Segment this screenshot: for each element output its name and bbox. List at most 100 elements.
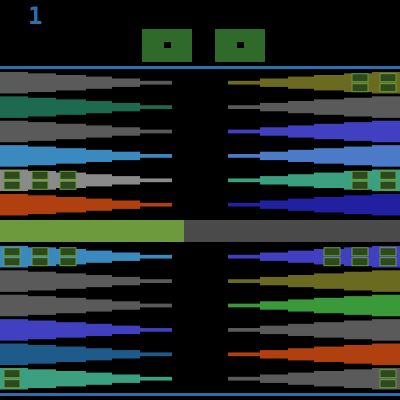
checker[interactable] — [31, 180, 49, 190]
point-segment — [56, 123, 86, 140]
point-segment — [28, 271, 56, 291]
point-segment — [288, 198, 314, 211]
checker[interactable] — [379, 83, 397, 93]
points-area[interactable] — [0, 71, 400, 392]
point-segment — [56, 196, 86, 213]
checker[interactable] — [351, 83, 369, 93]
point-segment — [344, 122, 372, 141]
checker[interactable] — [59, 180, 77, 190]
point-segment — [86, 299, 112, 312]
point-triangle[interactable] — [0, 145, 172, 167]
point-triangle[interactable] — [0, 343, 172, 366]
checker[interactable] — [59, 247, 77, 257]
checker[interactable] — [59, 257, 77, 267]
checker[interactable] — [379, 180, 397, 190]
checker[interactable] — [3, 257, 21, 267]
checker[interactable] — [379, 379, 397, 389]
point-segment — [228, 129, 260, 134]
point-segment — [112, 252, 140, 261]
checker[interactable] — [31, 247, 49, 257]
point-triangle[interactable] — [0, 319, 172, 341]
point-segment — [260, 276, 288, 286]
point-segment — [228, 178, 260, 183]
point-triangle[interactable] — [228, 193, 400, 216]
point-segment — [0, 120, 28, 143]
point-segment — [344, 271, 372, 291]
point-triangle[interactable] — [228, 319, 400, 341]
point-segment — [228, 352, 260, 357]
checker[interactable] — [3, 170, 21, 180]
point-segment — [260, 350, 288, 359]
point-triangle[interactable] — [0, 71, 172, 94]
point-segment — [288, 76, 314, 89]
checker[interactable] — [379, 369, 397, 379]
point-segment — [228, 376, 260, 381]
point-segment — [86, 372, 112, 385]
point-triangle[interactable] — [228, 294, 400, 317]
point-segment — [314, 148, 344, 164]
point-segment — [28, 296, 56, 315]
point-segment — [0, 96, 28, 118]
point-segment — [288, 323, 314, 336]
point-segment — [140, 129, 172, 134]
point-triangle[interactable] — [228, 120, 400, 143]
point-triangle[interactable] — [228, 270, 400, 292]
checker[interactable] — [3, 379, 21, 389]
dice-group[interactable] — [142, 29, 265, 62]
hud: 1 — [28, 2, 265, 62]
point-segment — [344, 146, 372, 166]
checker[interactable] — [3, 247, 21, 257]
point-segment — [228, 254, 260, 259]
point-segment — [344, 320, 372, 340]
point-segment — [112, 127, 140, 136]
checker[interactable] — [323, 257, 341, 267]
checker[interactable] — [351, 180, 369, 190]
point-segment — [140, 303, 172, 308]
point-triangle[interactable] — [228, 96, 400, 118]
point-segment — [112, 200, 140, 209]
point-triangle[interactable] — [0, 270, 172, 292]
point-triangle[interactable] — [0, 294, 172, 317]
center-bar-upper — [172, 71, 228, 218]
checker[interactable] — [31, 257, 49, 267]
point-segment — [288, 275, 314, 288]
checker[interactable] — [379, 73, 397, 83]
point-triangle[interactable] — [0, 96, 172, 118]
point-segment — [28, 73, 56, 93]
checker[interactable] — [379, 170, 397, 180]
point-segment — [372, 193, 400, 216]
point-segment — [112, 301, 140, 310]
checker[interactable] — [323, 247, 341, 257]
checker[interactable] — [351, 247, 369, 257]
center-bar-lower — [172, 245, 228, 392]
checker[interactable] — [3, 180, 21, 190]
point-segment — [314, 99, 344, 115]
point-segment — [140, 178, 172, 183]
point-segment — [288, 250, 314, 263]
checker[interactable] — [31, 170, 49, 180]
point-triangle[interactable] — [228, 343, 400, 366]
point-segment — [86, 198, 112, 211]
die-2[interactable] — [215, 29, 265, 62]
point-segment — [372, 96, 400, 118]
checker[interactable] — [379, 247, 397, 257]
checker[interactable] — [351, 73, 369, 83]
checker[interactable] — [351, 170, 369, 180]
point-segment — [56, 370, 86, 387]
die-1[interactable] — [142, 29, 192, 62]
checker[interactable] — [379, 257, 397, 267]
point-segment — [288, 299, 314, 312]
point-segment — [228, 105, 260, 109]
point-triangle[interactable] — [0, 120, 172, 143]
checker[interactable] — [351, 257, 369, 267]
point-segment — [140, 80, 172, 85]
point-triangle[interactable] — [0, 193, 172, 216]
point-segment — [86, 348, 112, 361]
point-segment — [344, 195, 372, 215]
checker[interactable] — [59, 170, 77, 180]
point-segment — [0, 71, 28, 94]
die-pip — [164, 42, 171, 48]
checker[interactable] — [3, 369, 21, 379]
point-triangle[interactable] — [228, 145, 400, 167]
